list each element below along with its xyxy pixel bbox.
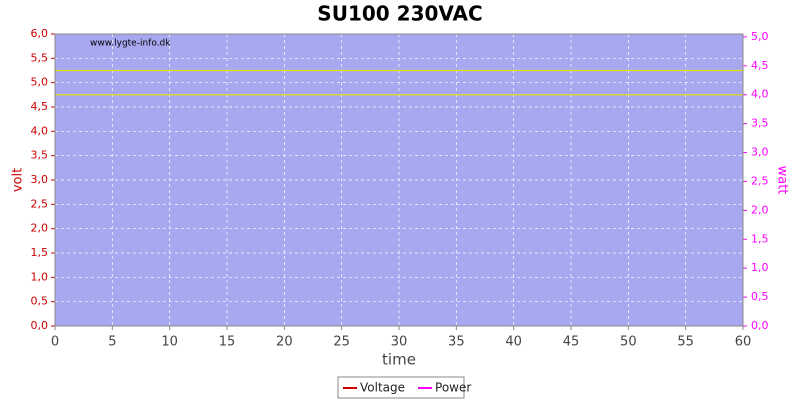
legend-label: Power [435,381,471,395]
y2-axis-label: watt [775,166,790,195]
y2-tick-label: 4,0 [751,88,769,101]
x-tick-label: 35 [448,335,465,350]
y2-tick-label: 1,0 [751,261,769,274]
x-axis-label: time [382,351,416,369]
y-tick-label: 5,0 [31,76,49,89]
plot-frame [54,33,744,327]
y-tick-label: 1,5 [31,246,49,259]
chart-title: SU100 230VAC [317,2,482,26]
y-tick-label: 3,0 [31,173,49,186]
y2-tick-label: 3,5 [751,117,769,130]
y-tick-label: 0,0 [31,319,49,332]
legend-label: Voltage [360,381,405,395]
watermark: www.lygte-info.dk [90,39,171,49]
y-tick-label: 2,0 [31,222,49,235]
y-tick-label: 6,0 [31,27,49,40]
y-tick-label: 4,5 [31,100,49,113]
y2-tick-label: 4,5 [751,59,769,72]
x-tick-label: 5 [108,335,116,350]
x-tick-label: 45 [563,335,580,350]
y2-tick-label: 3,0 [751,146,769,159]
x-tick-label: 25 [333,335,350,350]
x-tick-label: 40 [505,335,522,350]
y-tick-label: 5,5 [31,51,49,64]
x-tick-label: 15 [219,335,236,350]
x-tick-label: 20 [276,335,293,350]
x-tick-label: 50 [620,335,637,350]
y-axis-label: volt [11,168,26,192]
y-tick-label: 2,5 [31,197,49,210]
y-tick-label: 3,5 [31,149,49,162]
x-tick-label: 55 [677,335,694,350]
legend-box [337,376,465,399]
y-tick-label: 4,0 [31,124,49,137]
y2-tick-label: 5,0 [751,30,769,43]
x-tick-label: 0 [51,335,59,350]
y2-tick-label: 0,0 [751,319,769,332]
y2-tick-label: 2,0 [751,203,769,216]
x-tick-label: 60 [735,335,752,350]
y2-tick-label: 2,5 [751,174,769,187]
y2-tick-label: 1,5 [751,232,769,245]
y2-tick-label: 0,5 [751,290,769,303]
y-tick-label: 0,5 [31,295,49,308]
x-tick-label: 10 [161,335,178,350]
y-tick-label: 1,0 [31,270,49,283]
x-tick-label: 30 [391,335,408,350]
